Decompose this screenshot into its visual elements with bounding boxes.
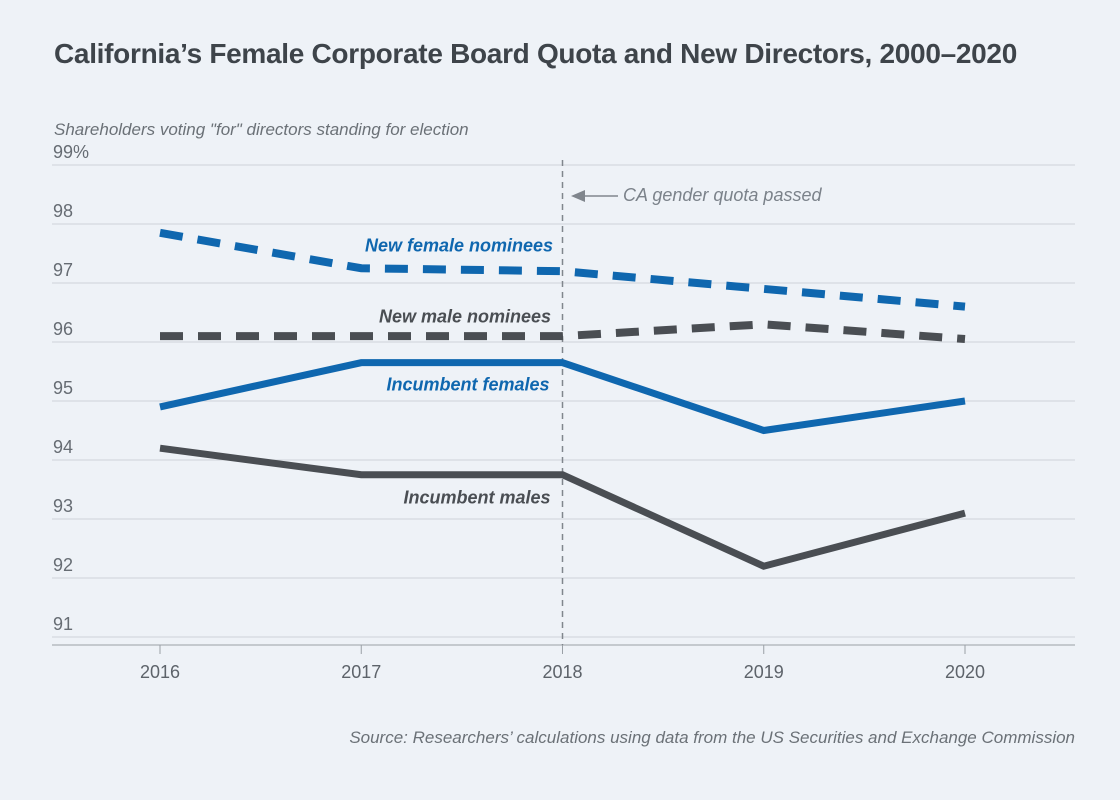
series-line-new-female-nominees bbox=[159, 228, 966, 311]
annotation-arrowhead bbox=[571, 190, 585, 202]
chart-subtitle: Shareholders voting "for" directors stan… bbox=[54, 120, 469, 139]
source-credit: Source: Researchers’ calculations using … bbox=[349, 728, 1075, 747]
series-line-incumbent-males bbox=[159, 444, 966, 570]
series-line-incumbent-females bbox=[159, 359, 966, 435]
series-line-new-male-nominees bbox=[160, 320, 966, 344]
chart-title: California’s Female Corporate Board Quot… bbox=[54, 38, 1017, 69]
